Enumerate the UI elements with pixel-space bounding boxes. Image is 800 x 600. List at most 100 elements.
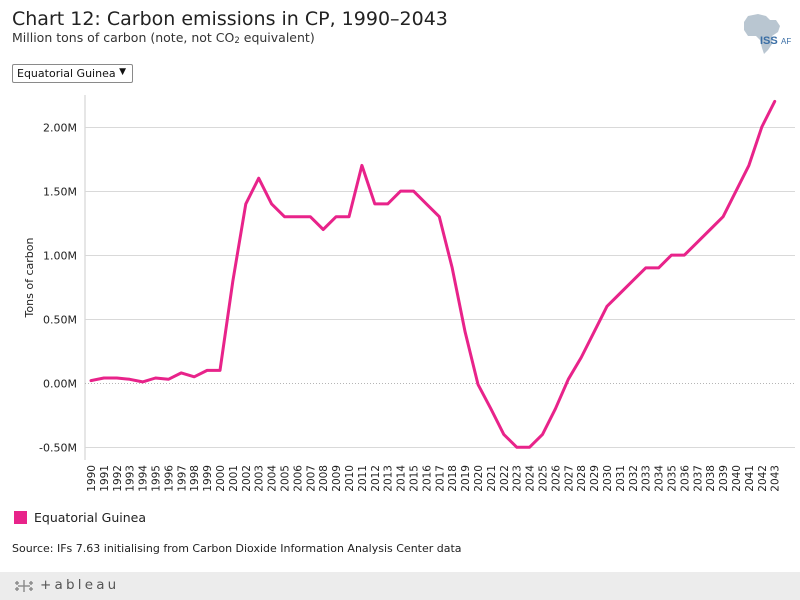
x-tick-label: 2034 — [654, 465, 666, 492]
x-tick-label: 1992 — [112, 465, 124, 492]
y-tick-label: 0.50M — [43, 314, 77, 327]
x-tick-label: 2022 — [499, 465, 511, 492]
x-tick-label: 2031 — [615, 465, 627, 492]
data-point — [451, 266, 454, 269]
x-tick-label: 2006 — [292, 465, 304, 492]
x-tick-label: 2003 — [254, 465, 266, 492]
data-point — [193, 375, 196, 378]
data-point — [735, 190, 738, 193]
data-point — [206, 369, 209, 372]
data-point — [541, 433, 544, 436]
x-tick-label: 1999 — [202, 465, 214, 492]
legend-label: Equatorial Guinea — [34, 510, 147, 525]
x-tick-label: 2011 — [357, 465, 369, 492]
legend-swatch — [14, 511, 27, 524]
africa-map-icon — [744, 14, 780, 54]
data-point — [219, 369, 222, 372]
x-tick-label: 2030 — [602, 465, 614, 492]
x-tick-label: 2043 — [770, 465, 782, 492]
data-point — [696, 241, 699, 244]
x-tick-label: 2029 — [589, 465, 601, 492]
x-tick-label: 2014 — [396, 465, 408, 492]
x-tick-label: 2037 — [692, 465, 704, 492]
data-point — [322, 228, 325, 231]
data-point — [425, 202, 428, 205]
data-point — [141, 380, 144, 383]
logo-suffix: AF — [781, 37, 791, 46]
data-point — [515, 446, 518, 449]
x-tick-label: 2001 — [228, 465, 240, 492]
x-tick-label: 2005 — [280, 465, 292, 492]
x-tick-label: 2042 — [757, 465, 769, 492]
x-tick-label: 2025 — [538, 465, 550, 492]
data-point — [348, 215, 351, 218]
data-point — [722, 215, 725, 218]
tableau-wordmark[interactable]: +ableau — [40, 577, 120, 593]
y-tick-label: 1.50M — [43, 186, 77, 199]
data-point — [373, 202, 376, 205]
data-point — [231, 279, 234, 282]
x-tick-label: 2024 — [525, 465, 537, 492]
data-point — [257, 177, 260, 180]
x-tick-label: 2038 — [705, 465, 717, 492]
data-point — [747, 164, 750, 167]
data-point — [154, 377, 157, 380]
x-tick-label: 2004 — [267, 465, 279, 492]
x-tick-label: 2000 — [215, 465, 227, 492]
x-tick-label: 2013 — [383, 465, 395, 492]
data-point — [167, 378, 170, 381]
data-point — [489, 407, 492, 410]
data-point — [270, 202, 273, 205]
x-tick-label: 2017 — [434, 465, 446, 492]
logo-text: ISS — [760, 35, 778, 47]
country-filter-dropdown[interactable]: Equatorial Guinea ▼ — [12, 64, 133, 83]
country-filter-value: Equatorial Guinea — [17, 67, 116, 80]
x-tick-label: 2039 — [718, 465, 730, 492]
x-tick-label: 2020 — [473, 465, 485, 492]
data-point — [360, 164, 363, 167]
series-line — [89, 99, 777, 449]
data-point — [554, 407, 557, 410]
data-point — [760, 126, 763, 129]
data-point — [580, 356, 583, 359]
data-point — [128, 378, 131, 381]
x-tick-label: 2010 — [344, 465, 356, 492]
x-tick-label: 2035 — [667, 465, 679, 492]
x-tick-label: 1990 — [86, 465, 98, 492]
y-axis-title: Tons of carbon — [23, 238, 36, 319]
data-point — [670, 254, 673, 257]
y-tick-label: 2.00M — [43, 122, 77, 135]
data-point — [606, 305, 609, 308]
data-point — [709, 228, 712, 231]
data-point — [115, 377, 118, 380]
x-tick-label: 1995 — [151, 465, 163, 492]
x-tick-label: 2021 — [486, 465, 498, 492]
line-chart: -0.50M 0.00M 0.50M 1.00M 1.50M 2.00M Tons of c… — [23, 95, 795, 492]
x-tick-label: 1997 — [176, 465, 188, 492]
y-tick-label: 1.00M — [43, 250, 77, 263]
iss-africa-logo: ISS AF — [744, 14, 791, 54]
x-tick-label: 2012 — [370, 465, 382, 492]
x-tick-label: 2032 — [628, 465, 640, 492]
chart-subtitle: Million tons of carbon (note, not CO2 eq… — [12, 30, 315, 46]
data-point — [244, 202, 247, 205]
data-point — [296, 215, 299, 218]
data-point — [683, 254, 686, 257]
tableau-footer: +ableau — [0, 572, 800, 600]
tableau-plus-icon[interactable] — [12, 578, 36, 594]
x-tick-label: 2019 — [460, 465, 472, 492]
data-point — [773, 100, 776, 103]
data-point — [102, 377, 105, 380]
data-point — [399, 190, 402, 193]
x-tick-label: 1994 — [138, 465, 150, 492]
data-point — [567, 378, 570, 381]
x-tick-label: 2026 — [550, 465, 562, 492]
data-point — [631, 279, 634, 282]
data-point — [438, 215, 441, 218]
data-point — [412, 190, 415, 193]
data-point — [528, 446, 531, 449]
x-tick-label: 2015 — [409, 465, 421, 492]
x-tick-label: 2033 — [641, 465, 653, 492]
y-tick-label: -0.50M — [39, 442, 77, 455]
chevron-down-icon: ▼ — [119, 67, 126, 77]
